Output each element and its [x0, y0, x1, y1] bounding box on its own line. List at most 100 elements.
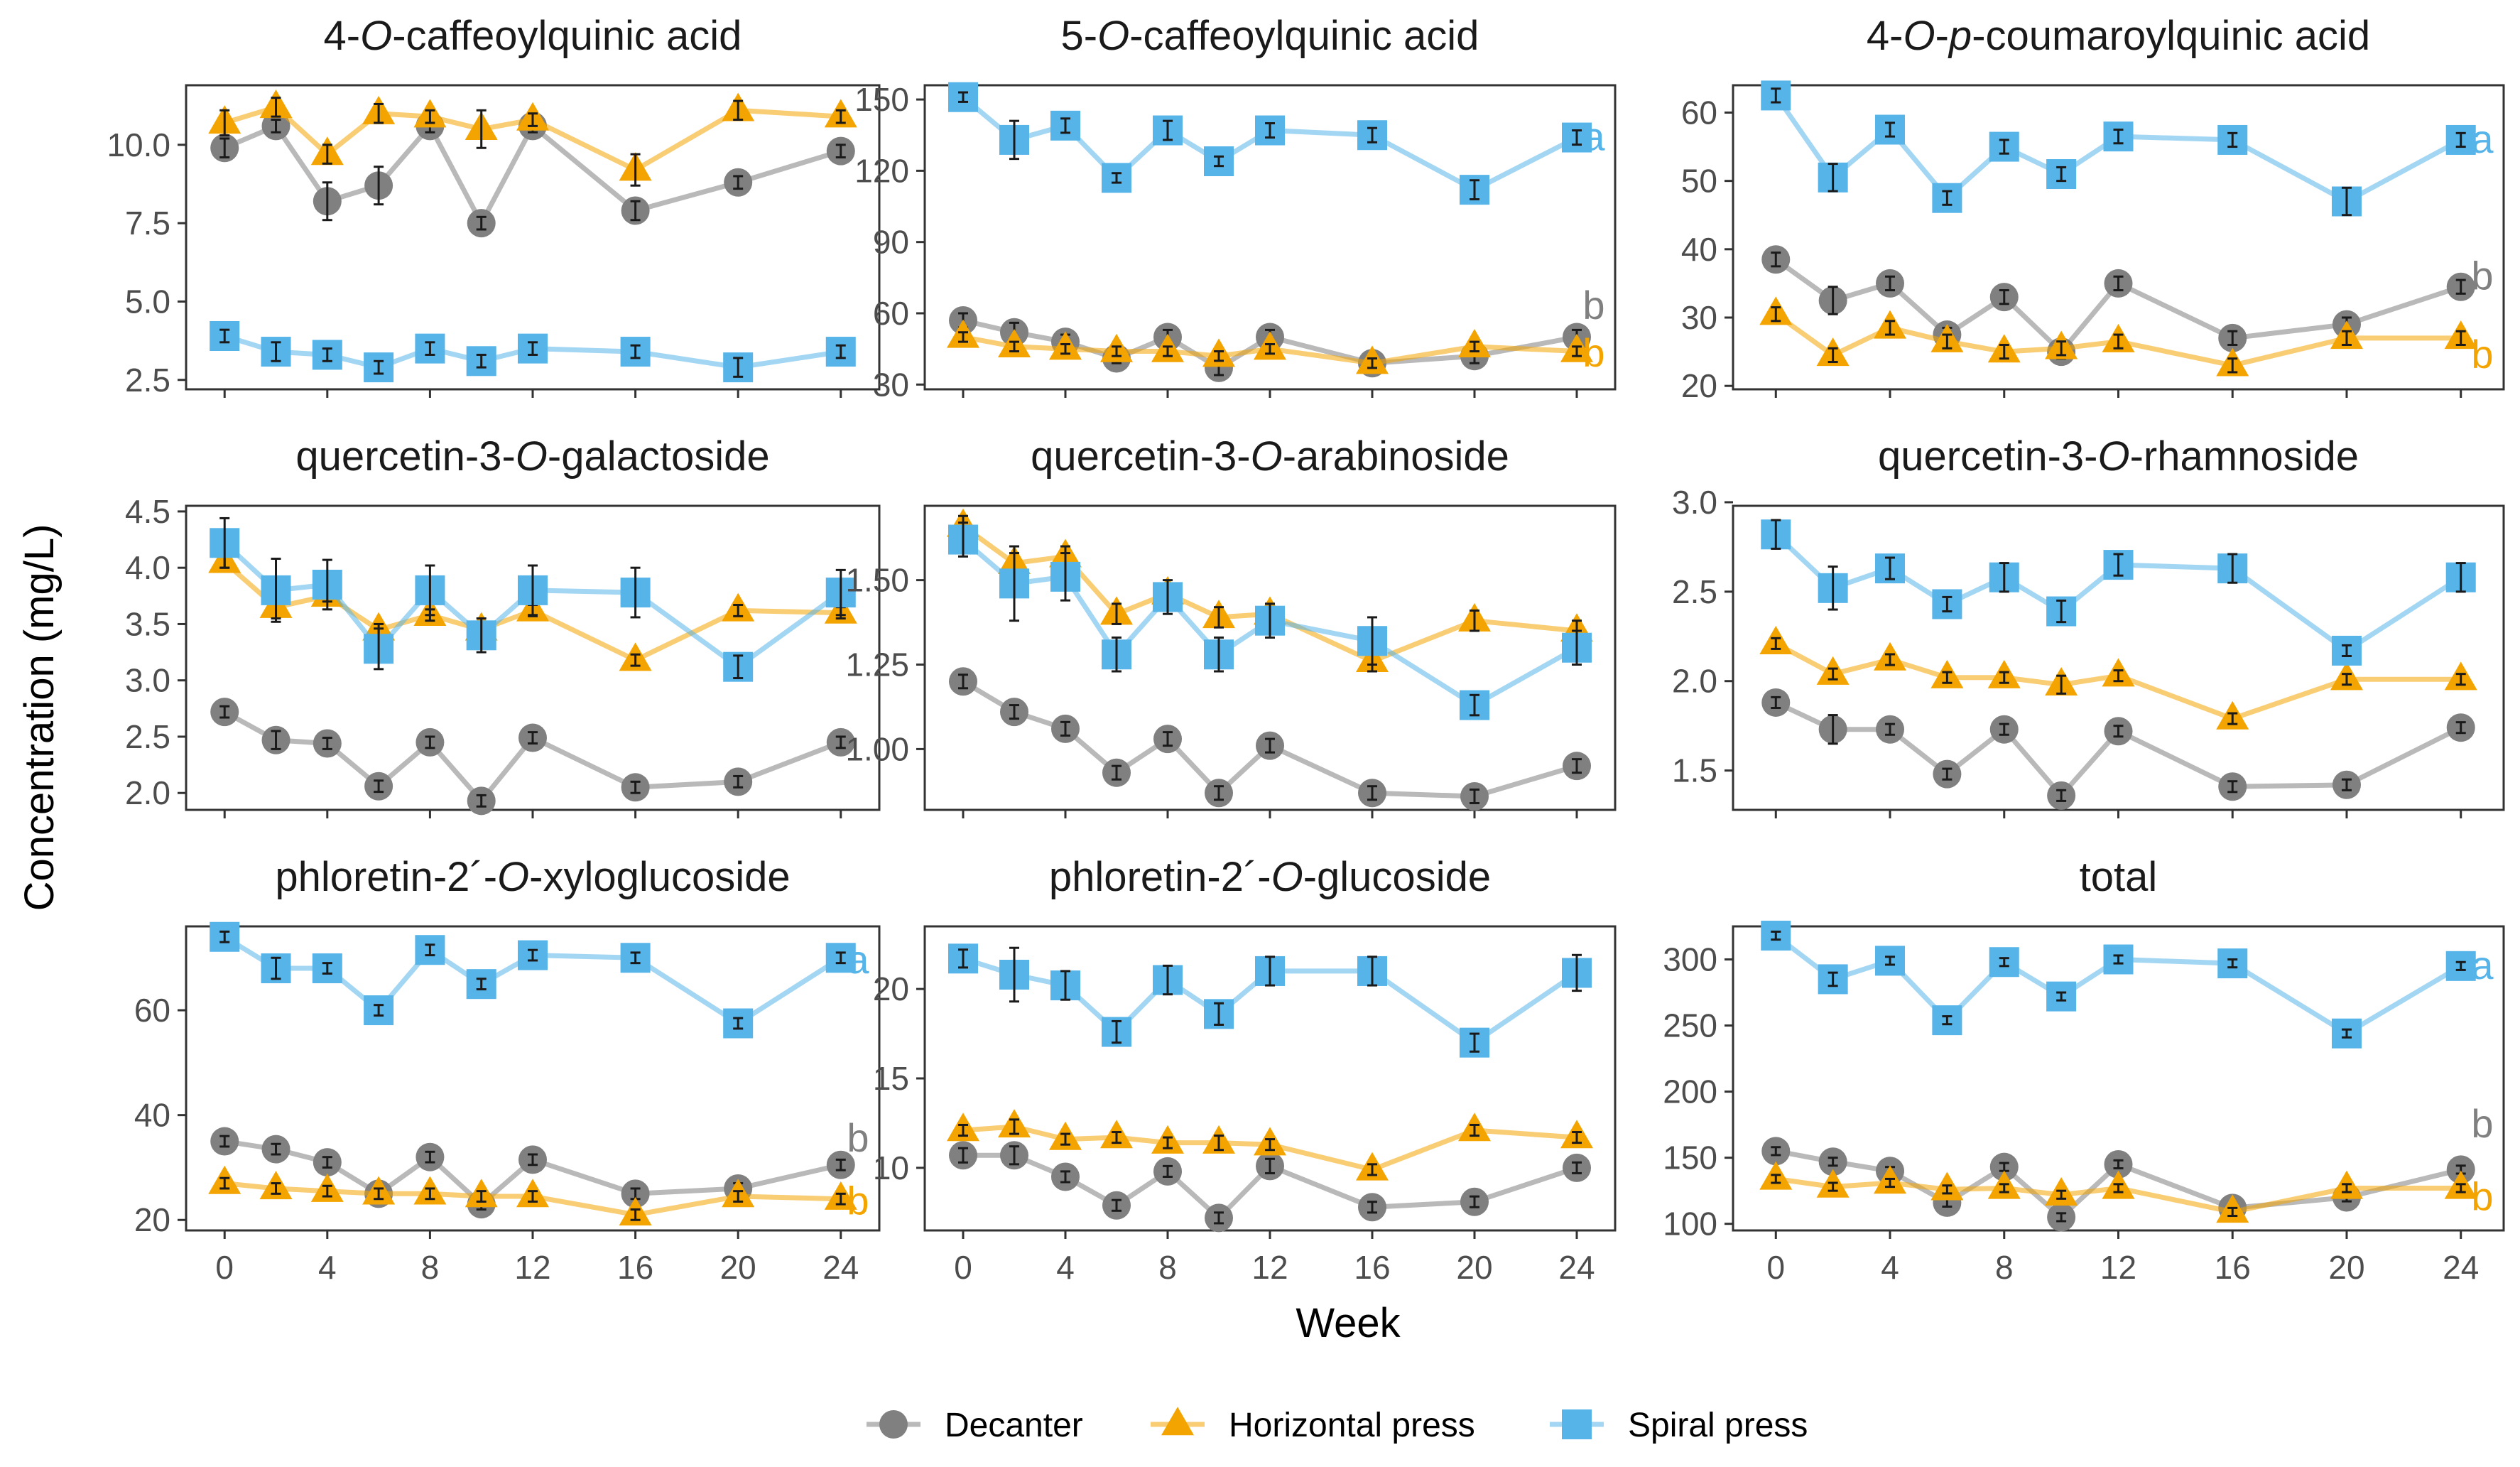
error-bar [2056, 1212, 2067, 1223]
x-tick-label: 24 [1558, 1249, 1595, 1286]
y-tick-label: 2.0 [125, 774, 170, 811]
y-tick-label: 60 [1681, 94, 1717, 131]
error-bar [1265, 342, 1275, 355]
x-tick-label: 12 [1251, 1249, 1288, 1286]
significance-letter: b [847, 1178, 869, 1223]
error-bar [1885, 121, 1896, 138]
series-spiral-press [1761, 519, 2476, 666]
y-tick-label: 200 [1663, 1073, 1717, 1110]
y-tick-label: 30 [873, 366, 909, 403]
error-bar [1470, 1123, 1479, 1137]
x-tick-label: 12 [514, 1249, 550, 1286]
y-tick-label: 30 [1681, 299, 1717, 336]
y-tick-label: 4.5 [125, 493, 170, 530]
series-spiral-press [1761, 921, 2476, 1049]
error-bar [271, 558, 281, 623]
error-bar [322, 1156, 332, 1169]
error-bar [1470, 609, 1479, 632]
error-bar [1163, 579, 1173, 615]
error-bar [2056, 674, 2067, 695]
error-bar [1885, 956, 1896, 966]
error-bar [1265, 1157, 1275, 1174]
error-bar [219, 930, 230, 943]
error-bar [1367, 1163, 1377, 1176]
error-bar [1009, 704, 1019, 720]
error-bar [1470, 1032, 1479, 1053]
error-bar [1163, 119, 1173, 141]
error-bar [528, 112, 538, 127]
error-bar [2455, 278, 2466, 295]
error-bar [835, 735, 846, 749]
error-bar [528, 341, 538, 356]
significance-letter: b [2471, 253, 2493, 298]
error-bar [2341, 644, 2352, 657]
error-bar [733, 603, 744, 617]
series-decanter [949, 1141, 1591, 1233]
error-bar [2227, 131, 2238, 148]
series-horizontal-press [947, 508, 1593, 673]
error-bar [630, 153, 641, 187]
error-bar [219, 1135, 230, 1148]
error-bar [958, 331, 968, 343]
error-bar [835, 951, 846, 965]
y-tick-label: 20 [873, 970, 909, 1007]
error-bar [425, 564, 435, 617]
error-bar [1214, 636, 1224, 673]
y-tick-label: 120 [854, 152, 909, 189]
error-bar [1214, 155, 1224, 168]
x-axis-label: Week [1296, 1300, 1401, 1346]
error-bar [1572, 129, 1582, 146]
series-line [224, 104, 842, 173]
series-spiral-press [948, 82, 1592, 205]
error-bar [374, 102, 384, 124]
error-bar [1470, 340, 1479, 352]
x-tick-label: 8 [421, 1249, 440, 1286]
error-bar [1060, 117, 1070, 134]
error-bar [1470, 1195, 1479, 1208]
series-line [222, 541, 842, 670]
series-horizontal-press [947, 319, 1593, 374]
error-bar [219, 109, 230, 137]
x-tick-label: 20 [720, 1249, 756, 1286]
error-bar [322, 737, 332, 750]
error-bar [1163, 731, 1173, 747]
error-bar [1265, 602, 1275, 639]
error-bar [1112, 1198, 1121, 1212]
x-tick-label: 20 [2328, 1249, 2364, 1286]
error-bar [1572, 953, 1582, 992]
y-tick-label: 2.5 [1672, 573, 1717, 610]
error-bar [835, 568, 846, 617]
error-bar [835, 1192, 846, 1206]
series-line [224, 1139, 842, 1207]
error-bar [1999, 671, 2009, 684]
error-bar [219, 705, 230, 719]
panel-frame [185, 504, 881, 811]
error-bar [1367, 956, 1377, 987]
error-bar [2113, 129, 2124, 145]
y-tick-label: 10.0 [107, 126, 170, 163]
error-bar [1885, 653, 1896, 666]
panel-frame [923, 504, 1617, 811]
significance-letter: a [847, 937, 869, 982]
error-bar [1827, 1157, 1838, 1167]
y-tick-label: 90 [873, 224, 909, 261]
error-bar [733, 357, 744, 378]
error-bar [2227, 553, 2238, 584]
series-spiral-press [948, 943, 1592, 1058]
error-bar [2113, 725, 2124, 738]
error-bar [476, 215, 487, 231]
y-tick-label: 1.5 [1672, 752, 1717, 789]
series-line [1774, 933, 2462, 1036]
error-bar [1942, 333, 1953, 350]
error-bar [1885, 275, 1896, 292]
error-bar [1827, 565, 1838, 611]
error-bar [1827, 971, 1838, 987]
legend-marker [1161, 1407, 1194, 1436]
significance-letter: b [2471, 1174, 2493, 1218]
error-bar [630, 200, 641, 222]
error-bar [374, 1004, 384, 1017]
error-bar [2113, 553, 2124, 577]
error-bar [835, 109, 846, 124]
significance-letter: b [2471, 332, 2493, 377]
